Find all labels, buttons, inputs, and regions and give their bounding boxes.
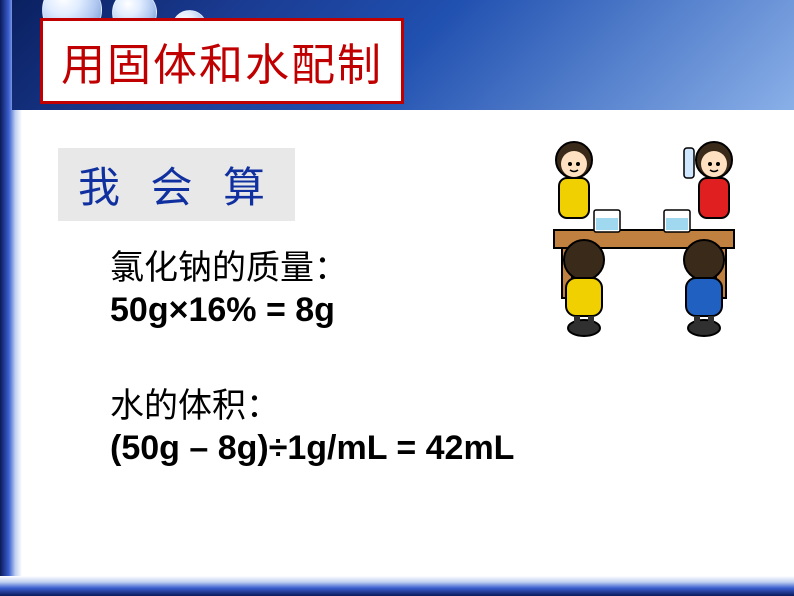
subtitle-text: 我 会 算 [78, 154, 275, 215]
subtitle-box: 我 会 算 [58, 148, 295, 221]
calc2-formula: (50g – 8g)÷1g/mL = 42mL [110, 429, 650, 468]
title-text: 用固体和水配制 [61, 29, 383, 93]
title-box: 用固体和水配制 [40, 18, 404, 104]
slide-border-bottom [0, 576, 794, 596]
calc2-label: 水的体积： [110, 378, 650, 427]
children-illustration [524, 120, 764, 340]
